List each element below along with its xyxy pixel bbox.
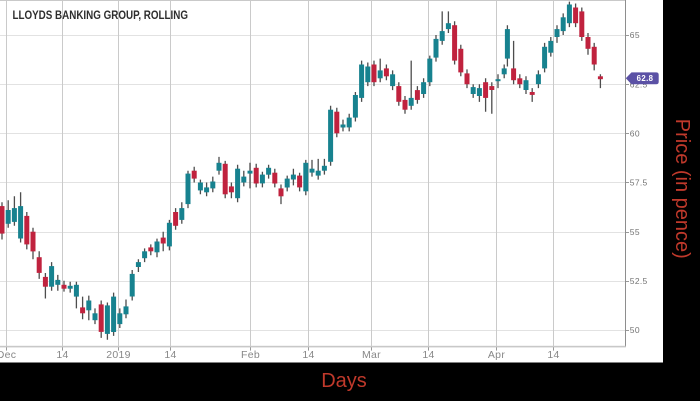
svg-text:52.5: 52.5 bbox=[630, 276, 648, 286]
svg-text:14: 14 bbox=[56, 349, 68, 361]
svg-text:50: 50 bbox=[630, 325, 640, 335]
svg-text:62.5: 62.5 bbox=[630, 79, 648, 89]
svg-text:Price (in pence): Price (in pence) bbox=[671, 119, 693, 259]
svg-text:Apr: Apr bbox=[488, 349, 505, 361]
svg-text:14: 14 bbox=[302, 349, 314, 361]
svg-text:2019: 2019 bbox=[106, 349, 131, 361]
svg-text:14: 14 bbox=[164, 349, 176, 361]
svg-text:Days: Days bbox=[321, 370, 367, 392]
svg-text:65: 65 bbox=[630, 30, 640, 40]
svg-text:60: 60 bbox=[630, 128, 640, 138]
svg-text:LLOYDS BANKING GROUP, ROLLING: LLOYDS BANKING GROUP, ROLLING bbox=[13, 10, 189, 22]
svg-text:Dec: Dec bbox=[0, 349, 16, 361]
svg-text:14: 14 bbox=[422, 349, 434, 361]
svg-text:57.5: 57.5 bbox=[630, 178, 648, 188]
svg-text:Mar: Mar bbox=[362, 349, 381, 361]
svg-text:55: 55 bbox=[630, 227, 640, 237]
svg-text:Feb: Feb bbox=[241, 349, 260, 361]
svg-text:14: 14 bbox=[547, 349, 559, 361]
svg-text:62.8: 62.8 bbox=[637, 74, 654, 83]
